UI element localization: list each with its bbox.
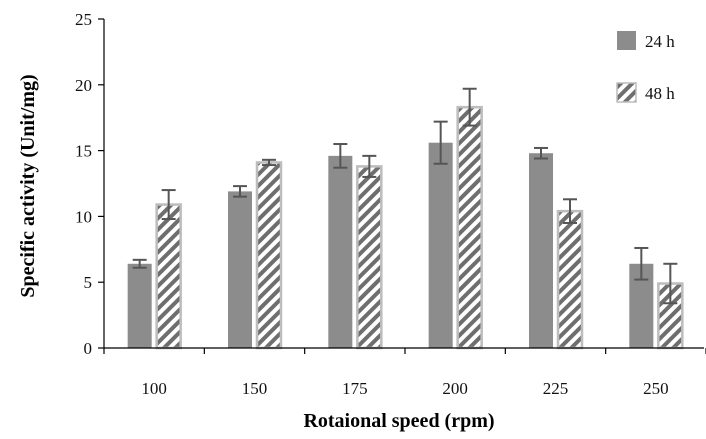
error-bar [563,198,577,224]
x-tick-label: 225 [543,379,569,398]
y-tick-label: 5 [84,273,93,292]
x-tick-label: 100 [141,379,167,398]
legend-label-24h: 24 h [645,32,675,51]
error-bar [534,146,548,160]
legend-swatch-48h [616,82,637,103]
error-bar [362,154,377,178]
x-tick-label: 200 [442,379,468,398]
error-bar [634,246,649,281]
x-axis-title: Rotaional speed (rpm) [303,410,494,432]
error-bar [462,87,477,127]
legend-label-48h: 48 h [645,84,675,103]
y-tick-label: 15 [75,142,92,161]
bar-24h [529,153,553,348]
error-bar [333,143,348,169]
y-axis-title: Specific activity (Unit/mg) [17,74,39,297]
error-bar [161,189,176,221]
bar-48h [255,161,283,350]
bar-48h [356,165,383,350]
bar-24h [127,263,152,348]
legend-swatch-24h [617,31,636,50]
bar-48h [155,203,182,350]
bar-24h [328,155,353,348]
bar-48h [556,209,584,350]
error-bar [132,258,147,269]
bar-24h [428,142,453,348]
y-tick-label: 20 [75,76,92,95]
x-ticks: 100 150 175 200 225 250 [103,348,706,398]
legend: 24 h 48 h [616,31,675,103]
bar-48h [456,105,483,350]
bars-layer [127,105,684,350]
x-tick-label: 175 [342,379,368,398]
error-bar [262,158,276,167]
y-tick-label: 0 [84,339,93,358]
x-tick-label: 250 [643,379,669,398]
x-tick-label: 150 [242,379,268,398]
y-tick-label: 10 [75,207,92,226]
error-bar [233,185,247,198]
error-bar [433,120,448,165]
error-bar [663,262,678,305]
y-ticks: 0 5 10 15 20 25 [75,10,104,358]
y-tick-label: 25 [75,10,92,29]
error-bars-layer [132,87,678,305]
bar-24h [228,191,252,348]
